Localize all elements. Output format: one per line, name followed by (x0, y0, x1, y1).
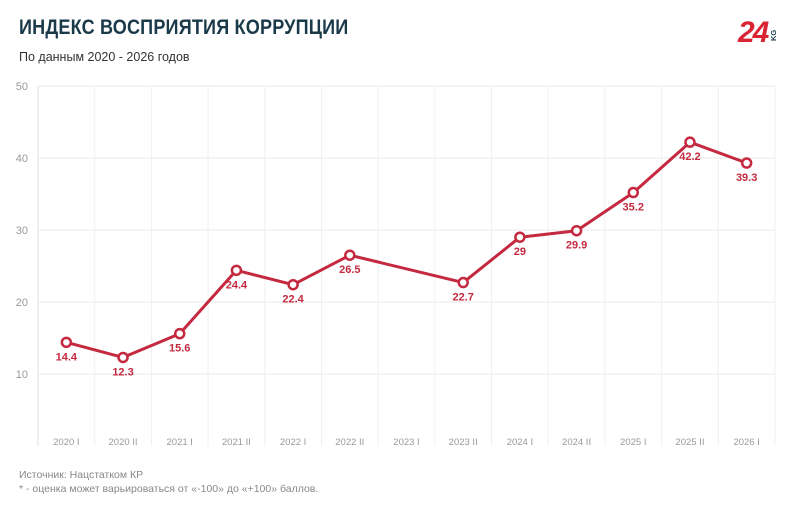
data-point[interactable] (570, 224, 583, 237)
brand-logo: 24 KG (738, 18, 786, 54)
x-tick-label: 2025 I (620, 437, 646, 448)
data-label: 15.6 (169, 343, 190, 355)
data-point[interactable] (684, 136, 696, 148)
data-point[interactable] (117, 351, 129, 364)
data-point[interactable] (60, 336, 73, 349)
data-point[interactable] (740, 157, 753, 169)
source-note: Источник: Нацстатком КР (19, 469, 144, 481)
x-tick-label: 2024 I (507, 437, 533, 448)
x-tick-label: 2020 I (53, 437, 79, 448)
data-point[interactable] (287, 278, 299, 291)
y-tick-label: 50 (16, 81, 28, 93)
data-point[interactable] (457, 276, 469, 289)
data-point[interactable] (173, 327, 186, 340)
x-tick-label: 2021 I (167, 437, 193, 448)
data-label: 42.2 (679, 151, 700, 163)
y-tick-label: 30 (16, 225, 28, 237)
data-label: 12.3 (112, 366, 133, 378)
data-label: 35.2 (623, 202, 644, 214)
x-tick-label: 2023 II (449, 437, 478, 448)
line-layer (64, 140, 749, 359)
x-tick-label: 2022 I (280, 437, 306, 448)
y-tick-label: 20 (16, 297, 28, 309)
grid-layer (37, 85, 776, 446)
data-label: 22.4 (282, 294, 304, 306)
data-label: 26.5 (339, 264, 360, 276)
data-label: 39.3 (736, 172, 757, 184)
data-point[interactable] (344, 249, 356, 261)
data-label: 22.7 (452, 292, 473, 304)
x-tick-label: 2024 II (562, 437, 591, 448)
x-tick-label: 2021 II (222, 437, 251, 448)
point-layer (60, 136, 753, 364)
x-tick-label: 2022 II (335, 437, 364, 448)
data-label: 29 (514, 246, 526, 258)
data-point[interactable] (627, 186, 640, 199)
scale-note: * - оценка может варьироваться от «-100»… (19, 483, 319, 495)
logo-number: 24 (738, 16, 769, 49)
x-tick-label: 2023 I (393, 437, 419, 448)
data-point[interactable] (514, 231, 526, 243)
chart-title: ИНДЕКС ВОСПРИЯТИЯ КОРРУПЦИИ (19, 16, 349, 39)
line-chart: 10 20 30 40 50 2020 I 2020 II 2021 I 2021 II 2022… (16, 81, 776, 448)
axis-layer: 10 20 30 40 50 2020 I 2020 II 2021 I 2021 II 2022… (16, 81, 760, 448)
chart-subtitle: По данным 2020 - 2026 годов (19, 50, 190, 64)
data-label: 24.4 (226, 279, 248, 291)
x-tick-label: 2026 I (733, 437, 759, 448)
x-tick-label: 2025 II (675, 437, 704, 448)
data-label: 29.9 (566, 240, 587, 252)
data-point[interactable] (230, 264, 243, 277)
label-layer: 14.4 12.3 15.6 24.4 22.4 26.5 22.7 29 29.9 35.2 42… (56, 151, 758, 378)
y-tick-label: 10 (16, 369, 28, 381)
x-tick-label: 2020 II (109, 437, 138, 448)
y-tick-label: 40 (16, 153, 28, 165)
series-line (64, 140, 749, 359)
data-label: 14.4 (56, 351, 78, 363)
